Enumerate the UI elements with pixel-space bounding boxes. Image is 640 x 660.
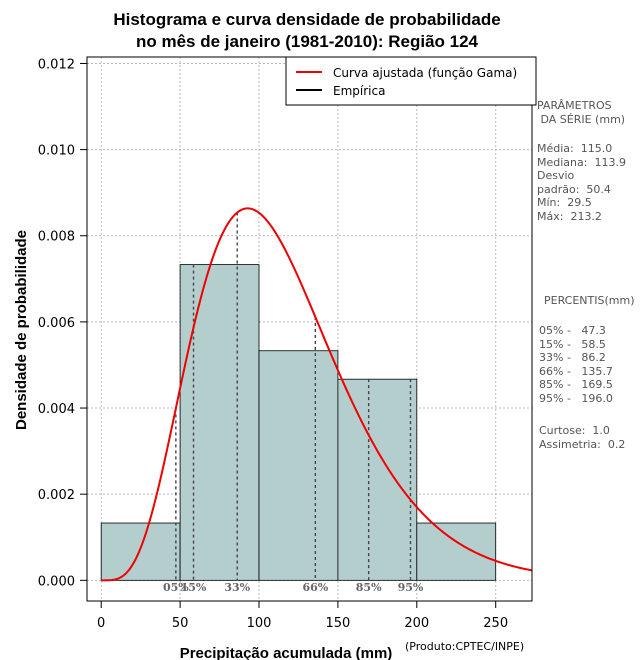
- percentis-title: PERCENTIS(mm): [544, 294, 635, 307]
- legend-label-gamma: Curva ajustada (função Gama): [333, 66, 517, 80]
- percentile-lines: 05%15% 33% 66% 85% 95%: [163, 212, 424, 594]
- histogram-bars: [100, 264, 497, 581]
- percentile-label-0: 05%: [163, 581, 189, 594]
- chart-title-line-2: no mês de janeiro (1981-2010): Região 12…: [136, 32, 479, 51]
- x-tick-label-4: 200: [404, 616, 429, 631]
- legend-label-empirica: Empírica: [333, 84, 385, 98]
- x-tick-label-2: 100: [247, 616, 272, 631]
- percentile-label-3: 66%: [302, 581, 328, 594]
- gamma-curve-layer: [101, 207, 533, 582]
- histogram-bar-0: [100, 522, 181, 581]
- percentis-values: 05% - 47.3 15% - 58.5 33% - 86.2 66% - 1…: [539, 324, 613, 405]
- y-tick-label-0: 0.000: [38, 574, 75, 589]
- axes: 0 50 100 150 200 250 0.000 0.002 0.004 0.006 0.008…: [38, 57, 508, 631]
- y-axis-label: Densidade de probabilidade: [13, 230, 30, 430]
- params-values: Média: 115.0 Mediana: 113.9 Desvio padrã…: [537, 142, 626, 223]
- stats-values: Curtose: 1.0 Assimetria: 0.2: [539, 424, 626, 451]
- params-title: PARÂMETROS DA SÉRIE (mm): [537, 99, 626, 126]
- percentile-label-1: 15%: [181, 581, 207, 594]
- histogram-bar-2: [258, 350, 339, 581]
- x-tick-label-1: 50: [172, 616, 189, 631]
- legend: Curva ajustada (função Gama) Empírica: [285, 56, 537, 106]
- x-tick-label-3: 150: [325, 616, 350, 631]
- histogram-bar-1: [179, 264, 260, 581]
- x-tick-label-5: 250: [483, 616, 508, 631]
- percentile-label-5: 95%: [398, 581, 424, 594]
- y-tick-label-1: 0.002: [38, 488, 75, 503]
- x-tick-label-0: 0: [97, 616, 105, 631]
- chart-title-line-1: Histograma e curva densidade de probabil…: [113, 10, 500, 29]
- legend-box: [285, 56, 537, 106]
- y-tick-label-6: 0.012: [38, 57, 75, 72]
- y-tick-label-5: 0.010: [38, 144, 75, 159]
- x-axis-label: Precipitação acumulada (mm): [180, 645, 393, 660]
- percentile-label-2: 33%: [224, 581, 250, 594]
- y-tick-label-4: 0.008: [38, 230, 75, 245]
- y-tick-label-3: 0.006: [38, 316, 75, 331]
- percentile-label-4: 85%: [356, 581, 382, 594]
- histogram-bar-4: [416, 522, 497, 581]
- product-credit: (Produto:CPTEC/INPE): [405, 640, 525, 653]
- gamma-curve: [101, 207, 533, 582]
- histogram-bar-3: [337, 378, 418, 581]
- y-tick-label-2: 0.004: [38, 402, 75, 417]
- chart-title: Histograma e curva densidade de probabil…: [113, 10, 500, 51]
